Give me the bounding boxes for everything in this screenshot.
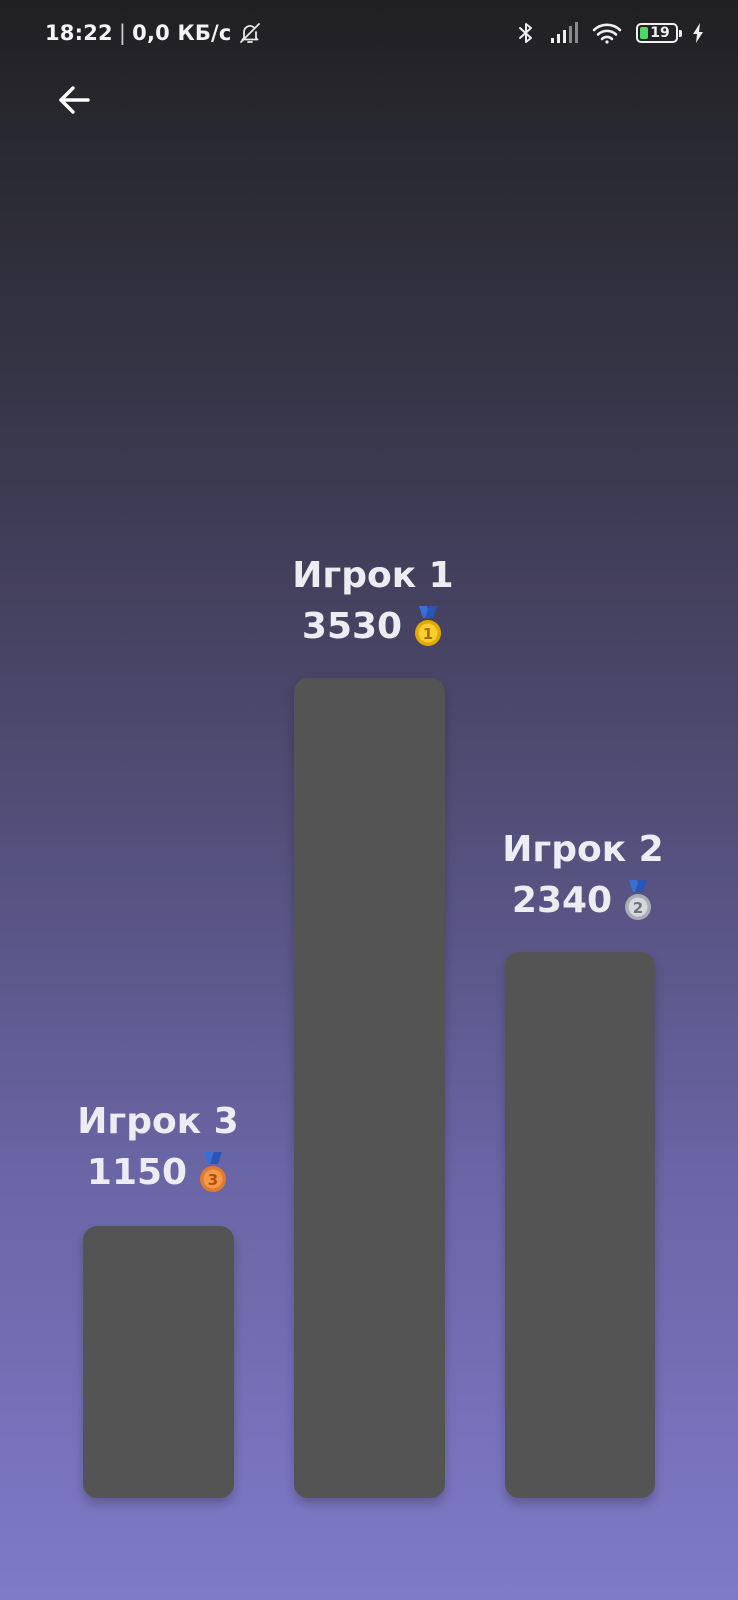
player-name: Игрок 3 (77, 1101, 239, 1142)
player-score-row: 2340 2 (488, 879, 678, 922)
network-speed: 0,0 КБ/с (132, 21, 232, 45)
bronze-medal-icon: 3 (200, 1151, 227, 1192)
svg-text:1: 1 (423, 625, 433, 643)
player-score: 2340 (511, 880, 613, 922)
back-button[interactable] (52, 78, 96, 122)
signal-icon (551, 22, 578, 43)
player-2-bar (505, 952, 655, 1498)
svg-text:2: 2 (633, 899, 643, 917)
status-left: 18:22 | 0,0 КБ/с (45, 21, 262, 45)
wifi-icon (592, 23, 622, 44)
battery-fill (640, 27, 648, 39)
player-score: 3530 (301, 606, 403, 648)
status-bar: 18:22 | 0,0 КБ/с 19 (0, 0, 738, 66)
player-score-row: 3530 1 (278, 605, 468, 648)
svg-text:3: 3 (208, 1171, 218, 1189)
player-name: Игрок 1 (292, 555, 454, 596)
player-3-label: Игрок 3 1150 3 (68, 1100, 248, 1194)
charging-icon (693, 23, 703, 43)
status-right: 19 (516, 21, 704, 45)
gold-medal-icon: 1 (415, 605, 442, 646)
status-separator: | (118, 21, 127, 45)
arrow-left-icon (59, 86, 90, 114)
bluetooth-icon (519, 23, 532, 43)
player-3-bar (83, 1226, 234, 1498)
player-2-label: Игрок 2 2340 2 (488, 828, 678, 922)
player-score: 1150 (86, 1152, 188, 1194)
status-time: 18:22 (45, 21, 113, 45)
battery-icon: 19 (636, 23, 682, 43)
bell-off-icon (239, 23, 260, 43)
player-name: Игрок 2 (502, 829, 664, 870)
player-1-label: Игрок 1 3530 1 (278, 554, 468, 648)
player-score-row: 1150 3 (68, 1151, 248, 1194)
battery-nub (679, 30, 682, 37)
silver-medal-icon: 2 (625, 879, 652, 920)
battery-level: 19 (650, 25, 670, 41)
player-1-bar (294, 678, 445, 1498)
